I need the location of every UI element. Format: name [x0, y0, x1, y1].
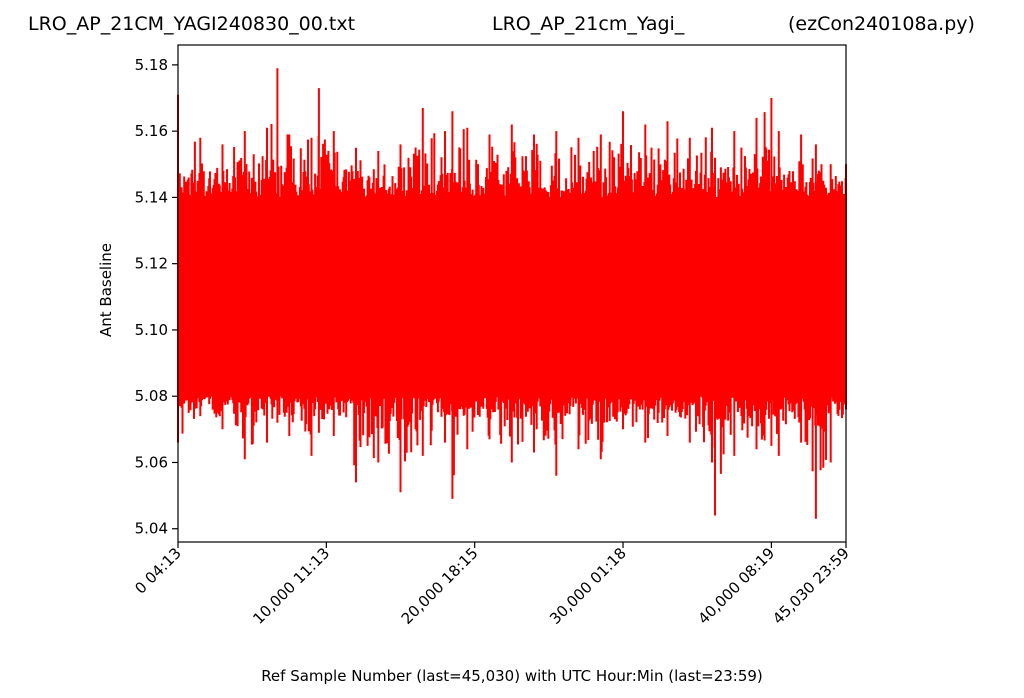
plot-frame — [177, 44, 847, 543]
x-tick-label: 10,000 11:13 — [249, 544, 333, 628]
chart-title-center: LRO_AP_21cm_Yagi_ — [492, 13, 685, 35]
data-series-line — [177, 68, 847, 519]
chart-title-left: LRO_AP_21CM_YAGI240830_00.txt — [28, 13, 355, 35]
chart-title-right: (ezCon240108a.py) — [788, 13, 975, 35]
y-axis: 5.04 5.06 5.08 5.10 5.12 5.14 5.16 5.18 — [135, 56, 178, 538]
x-tick-label: 20,000 18:15 — [398, 544, 482, 628]
y-tick-label: 5.08 — [135, 387, 168, 405]
y-tick-label: 5.12 — [135, 255, 168, 273]
y-tick-label: 5.16 — [135, 122, 168, 140]
y-axis-label: Ant Baseline — [97, 243, 115, 337]
y-tick-label: 5.18 — [135, 56, 168, 74]
y-tick-label: 5.10 — [135, 321, 168, 339]
y-tick-label: 5.14 — [135, 188, 168, 206]
series-trace — [177, 68, 847, 519]
x-tick-label: 45,030 23:59 — [769, 544, 853, 628]
x-tick-label: 40,000 08:19 — [694, 544, 778, 628]
x-tick-label: 30,000 01:18 — [546, 544, 630, 628]
x-axis-label: Ref Sample Number (last=45,030) with UTC… — [261, 667, 763, 685]
x-tick-label: 0 04:13 — [131, 544, 184, 597]
y-tick-label: 5.06 — [135, 453, 168, 471]
x-axis: 0 04:13 10,000 11:13 20,000 18:15 30,000 01… — [131, 542, 853, 628]
y-tick-label: 5.04 — [135, 520, 168, 538]
